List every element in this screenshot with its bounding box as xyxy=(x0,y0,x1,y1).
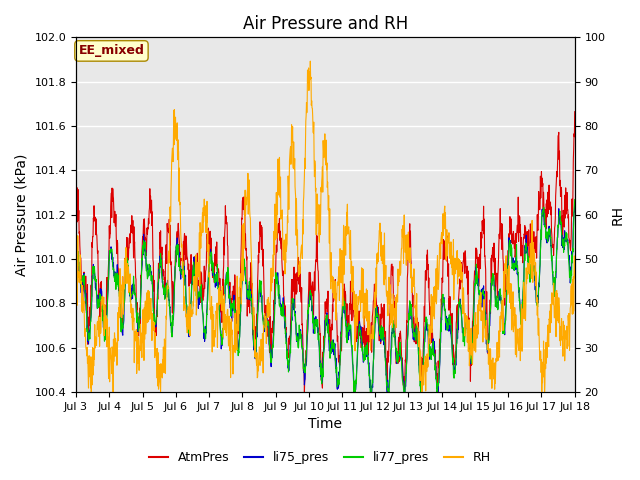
AtmPres xyxy=(183,253,191,259)
RH xyxy=(468,355,476,360)
li75_pres xyxy=(171,274,179,280)
AtmPres xyxy=(468,331,476,337)
li77_pres xyxy=(468,347,476,352)
AtmPres xyxy=(512,230,520,236)
li75_pres xyxy=(512,255,520,261)
Y-axis label: Air Pressure (kPa): Air Pressure (kPa) xyxy=(15,154,29,276)
RH xyxy=(239,278,247,284)
RH xyxy=(88,389,95,395)
Line: li77_pres: li77_pres xyxy=(76,200,575,392)
Title: Air Pressure and RH: Air Pressure and RH xyxy=(243,15,408,33)
RH xyxy=(307,58,314,64)
AtmPres xyxy=(171,275,179,281)
li77_pres xyxy=(171,275,179,280)
li77_pres xyxy=(72,280,80,286)
AtmPres xyxy=(72,179,80,184)
li75_pres xyxy=(72,262,80,267)
li77_pres xyxy=(512,259,520,265)
RH xyxy=(512,328,520,334)
li75_pres xyxy=(239,262,246,267)
RH xyxy=(571,275,579,281)
X-axis label: Time: Time xyxy=(308,418,342,432)
li75_pres xyxy=(183,307,191,313)
Y-axis label: RH: RH xyxy=(611,205,625,225)
AtmPres xyxy=(571,109,579,115)
AtmPres xyxy=(403,318,410,324)
li75_pres xyxy=(468,349,476,355)
Legend: AtmPres, li75_pres, li77_pres, RH: AtmPres, li75_pres, li77_pres, RH xyxy=(144,446,496,469)
li77_pres xyxy=(403,360,410,365)
Line: RH: RH xyxy=(76,61,575,392)
li75_pres xyxy=(367,389,374,395)
li77_pres xyxy=(571,197,579,203)
li75_pres xyxy=(571,200,579,205)
Line: AtmPres: AtmPres xyxy=(76,112,575,392)
AtmPres xyxy=(301,389,308,395)
RH xyxy=(184,330,191,336)
AtmPres xyxy=(239,197,246,203)
RH xyxy=(403,232,411,238)
li77_pres xyxy=(239,260,246,266)
Text: EE_mixed: EE_mixed xyxy=(79,45,145,58)
li77_pres xyxy=(183,303,191,309)
Line: li75_pres: li75_pres xyxy=(76,203,575,392)
RH xyxy=(172,133,179,139)
RH xyxy=(72,278,80,284)
li75_pres xyxy=(403,360,410,365)
li77_pres xyxy=(350,389,358,395)
